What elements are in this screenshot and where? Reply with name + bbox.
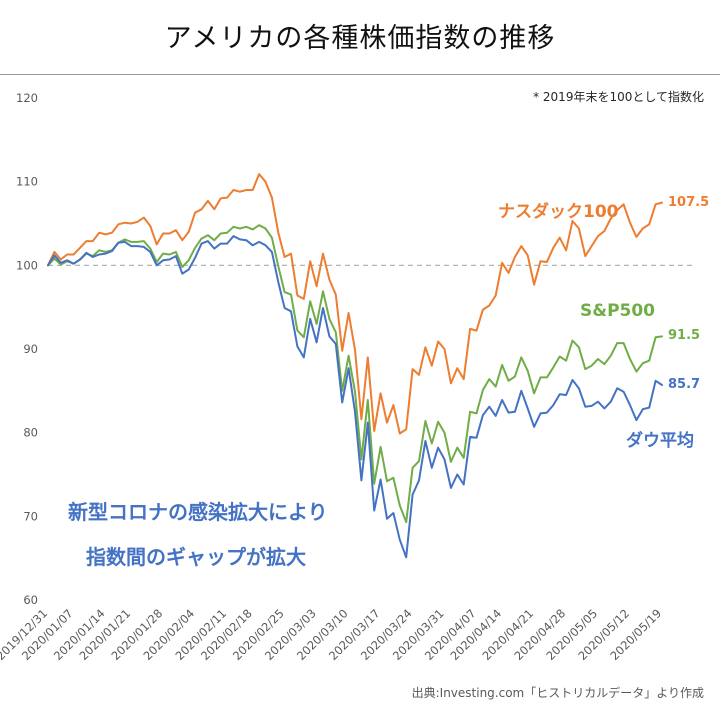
- y-tick-label: 90: [23, 342, 38, 356]
- series-line-nasdaq100: [47, 173, 663, 435]
- y-tick-label: 100: [16, 258, 38, 272]
- annotation-covid-line1: 新型コロナの感染拡大により: [68, 500, 328, 524]
- y-tick-label: 80: [23, 426, 38, 440]
- series-line-sp500: [47, 224, 663, 524]
- series-line-dow: [47, 235, 663, 559]
- line-chart: 120110100908070602019/12/312020/01/07202…: [0, 91, 696, 663]
- title-divider: [0, 74, 720, 75]
- y-tick-label: 60: [23, 593, 38, 607]
- y-tick-label: 70: [23, 509, 38, 523]
- end-value-sp500: 91.5: [668, 328, 701, 344]
- source-credit: 出典:Investing.com「ヒストリカルデータ」より作成: [411, 686, 704, 700]
- series-label-sp500: S&P500: [580, 301, 656, 321]
- series-label-dow: ダウ平均: [626, 431, 694, 451]
- end-value-nasdaq100: 107.5: [668, 194, 710, 210]
- annotation-covid-line2: 指数間のギャップが拡大: [86, 545, 306, 569]
- index-base-note: * 2019年末を100として指数化: [533, 90, 704, 104]
- chart-title: アメリカの各種株価指数の推移: [164, 23, 556, 54]
- y-tick-label: 110: [16, 175, 38, 189]
- series-label-nasdaq100: ナスダック100: [498, 202, 619, 222]
- y-tick-label: 120: [16, 91, 38, 105]
- end-value-dow: 85.7: [668, 376, 701, 392]
